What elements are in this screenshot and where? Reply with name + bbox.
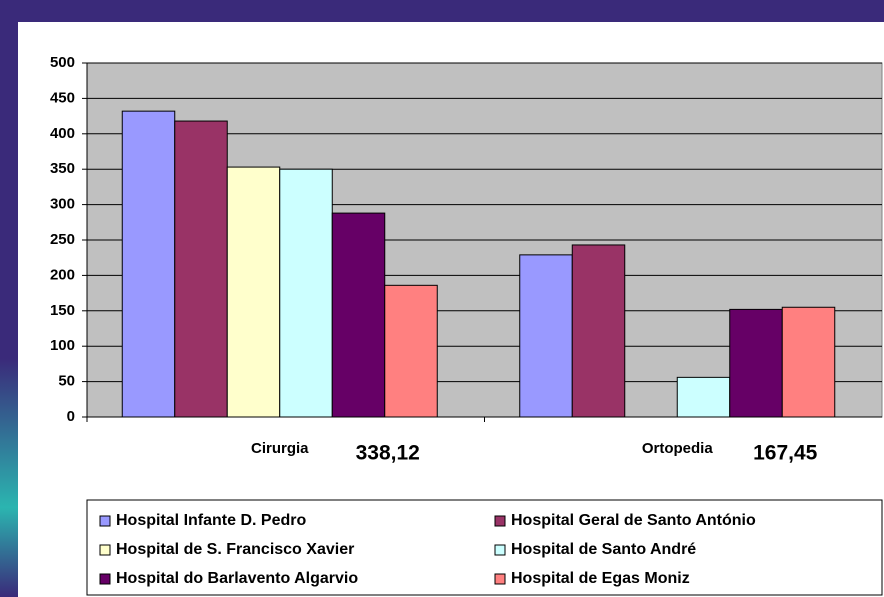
y-tick-label: 400 — [50, 125, 75, 142]
y-tick-label: 0 — [67, 408, 75, 425]
legend-swatch — [99, 573, 111, 585]
legend-swatch — [494, 573, 506, 585]
y-tick-label: 50 — [58, 373, 75, 390]
bar — [676, 376, 731, 418]
legend-swatch — [494, 544, 506, 556]
legend-swatch — [494, 515, 506, 527]
legend-label: Hospital Infante D. Pedro — [116, 512, 306, 529]
y-tick-label: 500 — [50, 54, 75, 71]
bar — [571, 244, 626, 418]
x-tick-label: Cirurgia — [251, 440, 309, 457]
y-tick-label: 100 — [50, 337, 75, 354]
legend-label: Hospital do Barlavento Algarvio — [116, 570, 358, 587]
y-tick-label: 150 — [50, 302, 75, 319]
annotation: 167,45 — [753, 442, 818, 465]
legend-swatch — [99, 515, 111, 527]
bar — [121, 110, 176, 418]
legend-swatch — [99, 544, 111, 556]
bar — [279, 168, 333, 418]
legend-box — [86, 499, 883, 596]
bar — [384, 284, 438, 418]
bar — [729, 308, 783, 418]
legend-label: Hospital de S. Francisco Xavier — [116, 541, 354, 558]
y-tick-label: 250 — [50, 231, 75, 248]
bar — [174, 120, 228, 418]
bar — [781, 306, 836, 418]
legend-label: Hospital de Egas Moniz — [511, 570, 690, 587]
legend-label: Hospital de Santo André — [511, 541, 696, 558]
bar — [519, 254, 573, 418]
y-tick-label: 350 — [50, 160, 75, 177]
x-tick-label: Ortopedia — [642, 440, 713, 457]
bar — [226, 166, 281, 418]
bar — [331, 212, 386, 418]
y-tick-label: 200 — [50, 266, 75, 283]
y-tick-label: 300 — [50, 196, 75, 213]
y-tick-label: 450 — [50, 89, 75, 106]
annotation: 338,12 — [356, 442, 420, 465]
legend-label: Hospital Geral de Santo António — [511, 512, 756, 529]
